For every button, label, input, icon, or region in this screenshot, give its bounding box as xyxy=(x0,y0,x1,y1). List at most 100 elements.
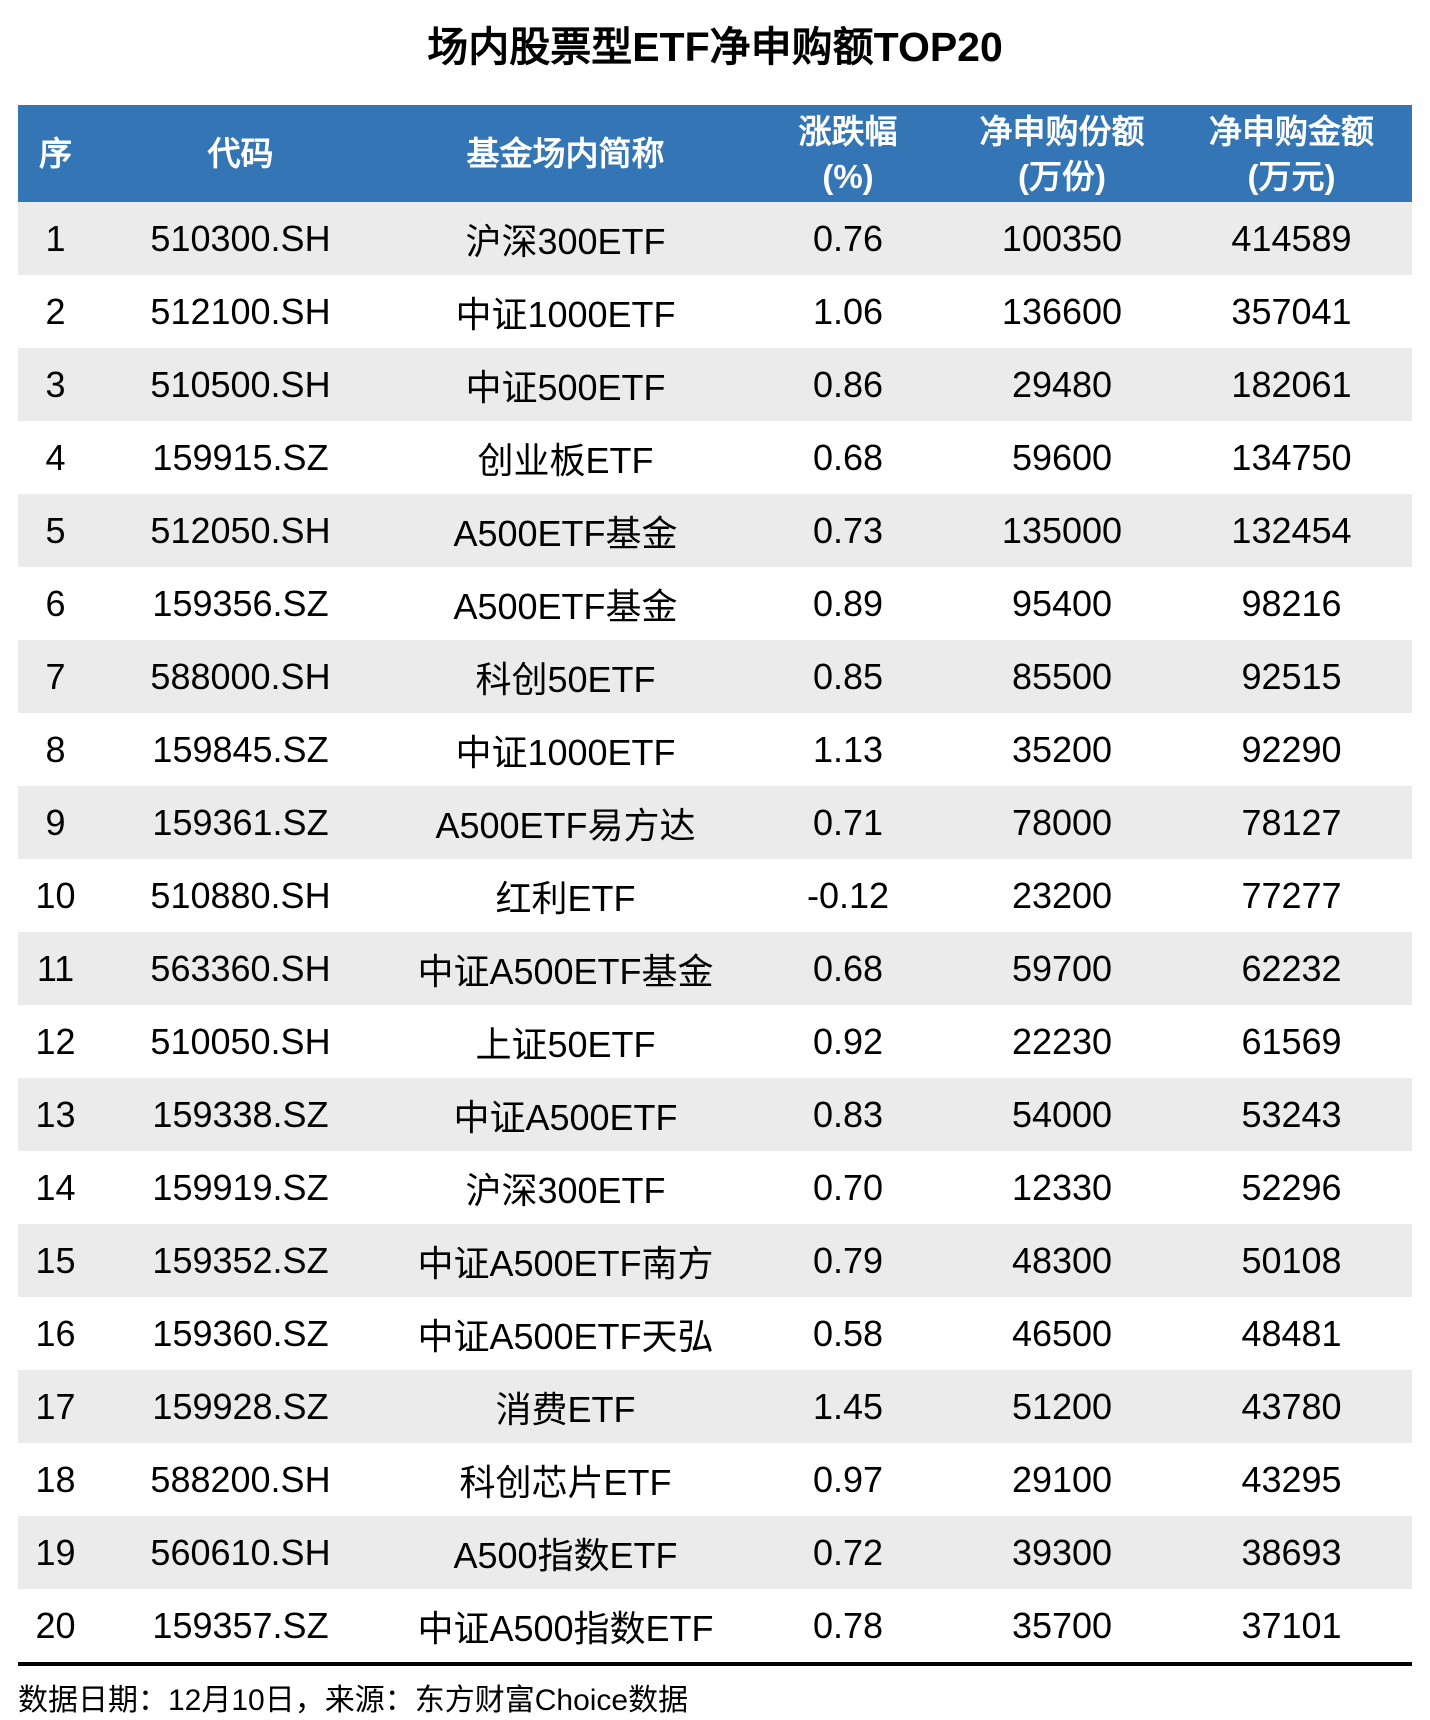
cell-change-pct: 0.79 xyxy=(743,1224,953,1297)
cell-seq: 15 xyxy=(18,1224,93,1297)
cell-change-pct: 0.83 xyxy=(743,1078,953,1151)
cell-change-pct: 0.68 xyxy=(743,932,953,1005)
cell-net-amount: 77277 xyxy=(1171,859,1412,932)
cell-net-amount: 61569 xyxy=(1171,1005,1412,1078)
cell-seq: 7 xyxy=(18,640,93,713)
cell-net-amount: 38693 xyxy=(1171,1516,1412,1589)
cell-seq: 13 xyxy=(18,1078,93,1151)
cell-net-shares: 35200 xyxy=(953,713,1171,786)
column-header-net-shares: 净申购份额 (万份) xyxy=(953,105,1171,202)
cell-net-shares: 51200 xyxy=(953,1370,1171,1443)
cell-code: 159845.SZ xyxy=(93,713,388,786)
table-row: 4 159915.SZ 创业板ETF 0.68 59600 134750 xyxy=(18,421,1412,494)
cell-net-amount: 134750 xyxy=(1171,421,1412,494)
etf-top20-table: 序代码 基金场内简称 涨跌幅 (%) 净申购份额 (万份) 净申购金额 (万元) 1 51030… xyxy=(18,105,1412,1662)
column-header-net-amount: 净申购金额 (万元) xyxy=(1171,105,1412,202)
cell-seq: 8 xyxy=(18,713,93,786)
cell-code: 563360.SH xyxy=(93,932,388,1005)
cell-fund-name: A500指数ETF xyxy=(388,1516,743,1589)
cell-net-shares: 78000 xyxy=(953,786,1171,859)
cell-code: 159919.SZ xyxy=(93,1151,388,1224)
cell-net-shares: 54000 xyxy=(953,1078,1171,1151)
cell-net-shares: 48300 xyxy=(953,1224,1171,1297)
cell-seq: 10 xyxy=(18,859,93,932)
cell-fund-name: 中证500ETF xyxy=(388,348,743,421)
cell-net-amount: 182061 xyxy=(1171,348,1412,421)
cell-seq: 18 xyxy=(18,1443,93,1516)
cell-net-shares: 100350 xyxy=(953,202,1171,275)
column-header-code: 代码 xyxy=(93,105,388,202)
cell-change-pct: 0.71 xyxy=(743,786,953,859)
cell-change-pct: 0.68 xyxy=(743,421,953,494)
cell-code: 512100.SH xyxy=(93,275,388,348)
table-row: 15 159352.SZ 中证A500ETF南方 0.79 48300 50108 xyxy=(18,1224,1412,1297)
table-row: 18 588200.SH 科创芯片ETF 0.97 29100 43295 xyxy=(18,1443,1412,1516)
cell-seq: 11 xyxy=(18,932,93,1005)
cell-change-pct: 0.86 xyxy=(743,348,953,421)
cell-code: 159915.SZ xyxy=(93,421,388,494)
cell-code: 510050.SH xyxy=(93,1005,388,1078)
table-row: 9 159361.SZ A500ETF易方达 0.71 78000 78127 xyxy=(18,786,1412,859)
cell-net-shares: 12330 xyxy=(953,1151,1171,1224)
table-row: 12 510050.SH 上证50ETF 0.92 22230 61569 xyxy=(18,1005,1412,1078)
cell-net-amount: 414589 xyxy=(1171,202,1412,275)
cell-seq: 9 xyxy=(18,786,93,859)
cell-net-amount: 357041 xyxy=(1171,275,1412,348)
cell-change-pct: -0.12 xyxy=(743,859,953,932)
cell-code: 159338.SZ xyxy=(93,1078,388,1151)
cell-change-pct: 1.13 xyxy=(743,713,953,786)
cell-code: 159928.SZ xyxy=(93,1370,388,1443)
cell-change-pct: 0.97 xyxy=(743,1443,953,1516)
table-row: 7 588000.SH 科创50ETF 0.85 85500 92515 xyxy=(18,640,1412,713)
cell-code: 560610.SH xyxy=(93,1516,388,1589)
cell-net-shares: 135000 xyxy=(953,494,1171,567)
table-row: 16 159360.SZ 中证A500ETF天弘 0.58 46500 48481 xyxy=(18,1297,1412,1370)
cell-fund-name: 中证A500ETF基金 xyxy=(388,932,743,1005)
cell-change-pct: 0.85 xyxy=(743,640,953,713)
table-row: 20 159357.SZ 中证A500指数ETF 0.78 35700 37101 xyxy=(18,1589,1412,1662)
column-header-fund-name: 基金场内简称 xyxy=(388,105,743,202)
title-area: 场内股票型ETF净申购额TOP20 xyxy=(0,0,1430,105)
cell-code: 159357.SZ xyxy=(93,1589,388,1662)
cell-change-pct: 0.58 xyxy=(743,1297,953,1370)
cell-seq: 5 xyxy=(18,494,93,567)
cell-net-shares: 59700 xyxy=(953,932,1171,1005)
cell-fund-name: 消费ETF xyxy=(388,1370,743,1443)
cell-net-amount: 53243 xyxy=(1171,1078,1412,1151)
cell-net-amount: 43295 xyxy=(1171,1443,1412,1516)
cell-net-amount: 43780 xyxy=(1171,1370,1412,1443)
cell-code: 588000.SH xyxy=(93,640,388,713)
cell-seq: 1 xyxy=(18,202,93,275)
cell-fund-name: 沪深300ETF xyxy=(388,1151,743,1224)
cell-net-amount: 92515 xyxy=(1171,640,1412,713)
cell-seq: 20 xyxy=(18,1589,93,1662)
table-row: 6 159356.SZ A500ETF基金 0.89 95400 98216 xyxy=(18,567,1412,640)
table-row: 13 159338.SZ 中证A500ETF 0.83 54000 53243 xyxy=(18,1078,1412,1151)
cell-fund-name: 中证A500指数ETF xyxy=(388,1589,743,1662)
table-row: 8 159845.SZ 中证1000ETF 1.13 35200 92290 xyxy=(18,713,1412,786)
cell-code: 512050.SH xyxy=(93,494,388,567)
cell-seq: 3 xyxy=(18,348,93,421)
cell-fund-name: 中证A500ETF xyxy=(388,1078,743,1151)
cell-change-pct: 0.72 xyxy=(743,1516,953,1589)
cell-change-pct: 0.92 xyxy=(743,1005,953,1078)
table-row: 11 563360.SH 中证A500ETF基金 0.68 59700 62232 xyxy=(18,932,1412,1005)
cell-code: 510300.SH xyxy=(93,202,388,275)
cell-net-amount: 48481 xyxy=(1171,1297,1412,1370)
cell-code: 510880.SH xyxy=(93,859,388,932)
cell-net-amount: 52296 xyxy=(1171,1151,1412,1224)
cell-seq: 2 xyxy=(18,275,93,348)
cell-net-shares: 85500 xyxy=(953,640,1171,713)
cell-fund-name: 沪深300ETF xyxy=(388,202,743,275)
cell-net-shares: 39300 xyxy=(953,1516,1171,1589)
page-title: 场内股票型ETF净申购额TOP20 xyxy=(427,24,1003,70)
table-row: 2 512100.SH 中证1000ETF 1.06 136600 357041 xyxy=(18,275,1412,348)
column-header-seq: 序 xyxy=(18,105,93,202)
cell-seq: 17 xyxy=(18,1370,93,1443)
cell-net-shares: 35700 xyxy=(953,1589,1171,1662)
cell-seq: 12 xyxy=(18,1005,93,1078)
cell-fund-name: 中证A500ETF南方 xyxy=(388,1224,743,1297)
table-row: 14 159919.SZ 沪深300ETF 0.70 12330 52296 xyxy=(18,1151,1412,1224)
table-row: 1 510300.SH 沪深300ETF 0.76 100350 414589 xyxy=(18,202,1412,275)
cell-seq: 16 xyxy=(18,1297,93,1370)
